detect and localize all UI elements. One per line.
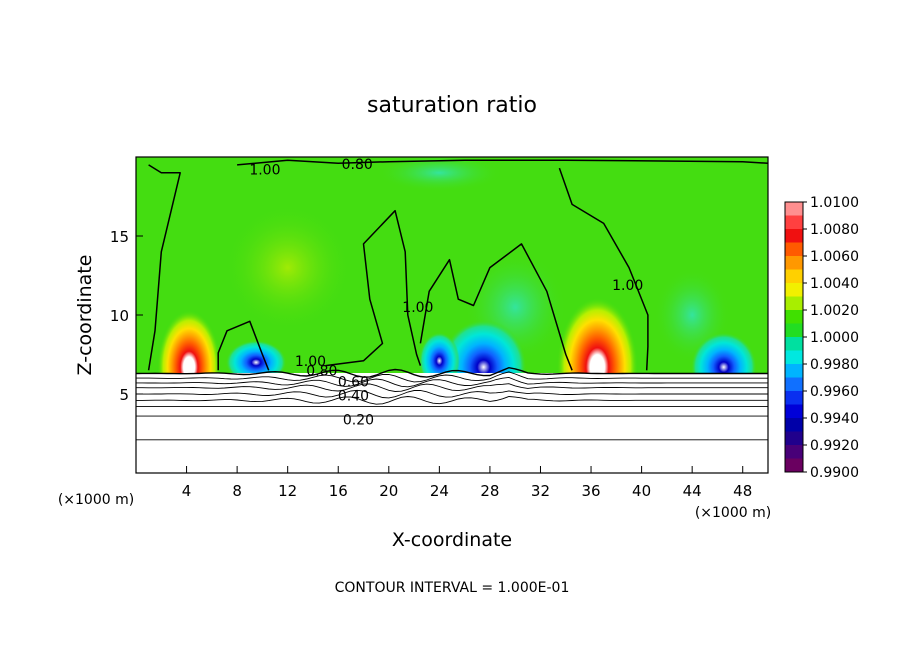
contour-lines <box>136 159 768 441</box>
saturation-contour-1-00 <box>419 243 573 371</box>
colorbar-tick-label: 0.9920 <box>810 438 859 454</box>
colorbar-swatch <box>785 215 803 230</box>
colorbar-swatch <box>785 229 803 243</box>
colorbar-swatch <box>785 256 803 270</box>
y-tick-label: 5 <box>119 386 129 404</box>
chart-title: saturation ratio <box>367 93 537 118</box>
stable-contour-line <box>136 383 768 392</box>
x-tick-label: 12 <box>278 482 297 500</box>
x-axis-label: X-coordinate <box>392 529 512 551</box>
contour-label: 0.80 <box>342 157 373 173</box>
colorbar-swatch <box>785 337 803 351</box>
contour-label: 1.00 <box>249 163 280 179</box>
contour-label: 0.80 <box>306 363 337 379</box>
colorbar-tick-label: 0.9960 <box>810 384 859 400</box>
x-tick-label: 4 <box>182 482 192 500</box>
x-tick-label: 36 <box>581 482 600 500</box>
colorbar-swatch <box>785 350 803 365</box>
contour-label: 0.40 <box>338 389 369 405</box>
colorbar: 1.0100 1.0080 1.0060 1.0040 1.0020 1.0000 0.99… <box>784 195 859 481</box>
weak-supersaturation-patch <box>224 204 351 331</box>
x-tick-label: 40 <box>632 482 651 500</box>
saturation-contour-1-00 <box>237 159 768 166</box>
colorbar-swatch <box>785 296 803 311</box>
stable-contour-line <box>136 389 768 399</box>
colorbar-swatch <box>785 269 803 284</box>
y-axis: 5 10 15 <box>110 228 143 404</box>
colorbar-swatch <box>785 310 803 324</box>
y-tick-label: 15 <box>110 228 129 246</box>
y-axis-label: Z-coordinate <box>74 255 96 376</box>
x-unit-label: (×1000 m) <box>695 505 771 521</box>
stable-contour-line <box>136 396 768 405</box>
x-tick-label: 20 <box>379 482 398 500</box>
x-tick-label: 48 <box>733 482 752 500</box>
stable-layer <box>136 373 768 473</box>
colorbar-tick-label: 1.0080 <box>810 222 859 238</box>
stable-contour-line <box>136 366 768 378</box>
contour-interval-note: CONTOUR INTERVAL = 1.000E-01 <box>335 580 570 596</box>
colorbar-tick-label: 1.0100 <box>810 195 859 211</box>
upper-subsaturation-patch <box>376 157 503 192</box>
contour-labels: 0.801.001.001.001.000.800.600.400.20 <box>249 157 643 428</box>
saturation-contour-1-00 <box>558 167 649 371</box>
colorbar-swatch <box>785 418 803 432</box>
x-axis: 4 8 12 16 20 24 28 32 36 40 44 48 <box>182 466 752 500</box>
colorbar-tick-label: 0.9980 <box>810 357 859 373</box>
x-tick-label: 44 <box>683 482 702 500</box>
colorbar-swatch <box>785 202 803 216</box>
x-tick-label: 32 <box>531 482 550 500</box>
x-tick-label: 8 <box>232 482 242 500</box>
x-tick-label: 28 <box>480 482 499 500</box>
colorbar-tick-label: 1.0020 <box>810 303 859 319</box>
contour-label: 0.60 <box>338 374 369 390</box>
contour-label: 1.00 <box>295 354 326 370</box>
colorbar-swatch <box>785 431 803 446</box>
contour-label: 1.00 <box>402 300 433 316</box>
y-unit-label: (×1000 m) <box>58 492 134 508</box>
colorbar-swatch <box>785 445 803 459</box>
colorbar-swatch <box>785 391 803 405</box>
colorbar-tick-label: 0.9900 <box>810 465 859 481</box>
colorbar-tick-label: 1.0000 <box>810 330 859 346</box>
colorbar-tick-label: 0.9940 <box>810 411 859 427</box>
y-tick-label: 10 <box>110 307 129 325</box>
contour-label: 0.20 <box>343 412 374 428</box>
stable-contour-line <box>136 376 768 388</box>
colorbar-swatch <box>785 323 803 338</box>
saturation-contour-1-00 <box>217 320 270 371</box>
colorbar-swatch <box>785 377 803 392</box>
colorbar-swatch <box>785 458 803 473</box>
x-tick-label: 24 <box>430 482 449 500</box>
colorbar-swatch <box>785 364 803 378</box>
plot-area: 0.801.001.001.001.000.800.600.400.20 <box>136 157 768 473</box>
colorbar-tick-label: 1.0060 <box>810 249 859 265</box>
saturation-contour-1-00 <box>147 164 181 371</box>
colorbar-swatch <box>785 242 803 257</box>
colorbar-tick-label: 1.0040 <box>810 276 859 292</box>
stable-contour-line <box>136 371 768 383</box>
colorbar-swatch <box>785 404 803 419</box>
x-tick-label: 16 <box>329 482 348 500</box>
colorbar-swatch <box>785 283 803 297</box>
saturation-contour-1-00 <box>325 209 422 367</box>
contour-label: 1.00 <box>612 278 643 294</box>
